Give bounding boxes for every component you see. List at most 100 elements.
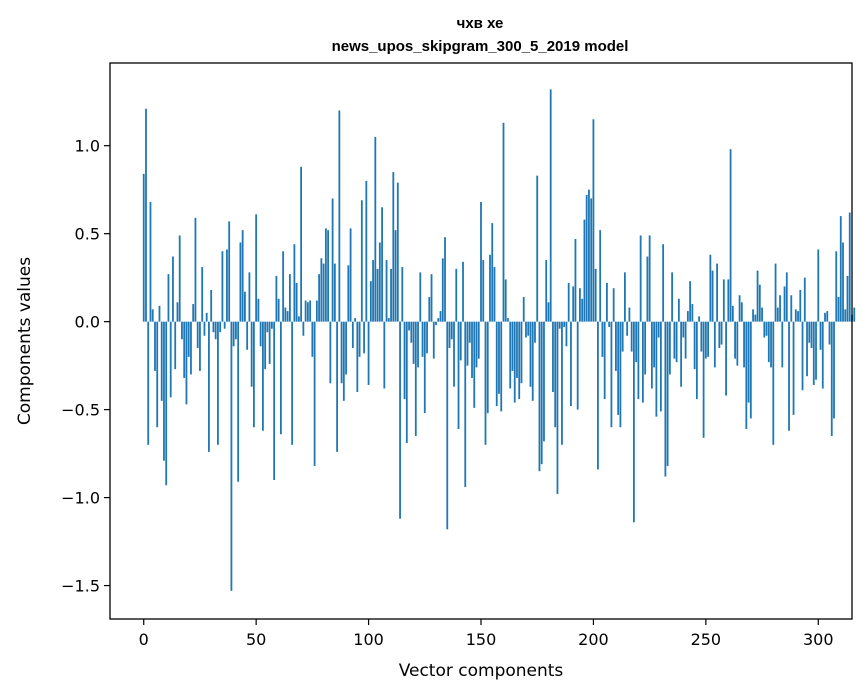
bar-126 xyxy=(426,321,428,354)
bar-249 xyxy=(702,321,705,438)
y-tick-label: 1.0 xyxy=(75,137,100,156)
bar-164 xyxy=(511,321,514,371)
bar-137 xyxy=(450,321,453,340)
bar-193 xyxy=(576,321,579,410)
bar-65 xyxy=(288,274,291,322)
bar-199 xyxy=(590,198,593,322)
y-axis-ticks: −1.5 −1.0 −0.5 0.0 0.5 1.0 xyxy=(61,137,110,596)
bar-52 xyxy=(259,321,262,347)
bar-91 xyxy=(347,265,350,322)
y-tick-label: 0.0 xyxy=(75,313,100,332)
bar-63 xyxy=(284,307,287,322)
bar-211 xyxy=(617,321,620,415)
bar-159 xyxy=(500,321,503,412)
bar-218 xyxy=(633,321,635,523)
bar-231 xyxy=(662,244,665,322)
bar-120 xyxy=(412,321,415,364)
bar-213 xyxy=(621,321,624,352)
bar-24 xyxy=(196,321,199,349)
bar-186 xyxy=(561,321,563,445)
bar-145 xyxy=(468,321,471,343)
bar-267 xyxy=(743,321,745,368)
bar-269 xyxy=(747,321,750,403)
bar-34 xyxy=(219,321,222,333)
bar-0 xyxy=(142,173,145,322)
bar-133 xyxy=(441,258,444,322)
bar-115 xyxy=(401,267,404,322)
bar-141 xyxy=(459,321,462,361)
bar-201 xyxy=(594,268,597,322)
bar-226 xyxy=(650,321,653,389)
bar-81 xyxy=(324,228,327,322)
bar-223 xyxy=(644,321,647,375)
bar-158 xyxy=(498,321,500,394)
x-tick-label: 0 xyxy=(139,630,149,649)
bar-268 xyxy=(745,321,748,429)
bar-12 xyxy=(169,321,172,398)
bar-274 xyxy=(758,284,761,322)
bar-21 xyxy=(190,321,192,375)
bar-162 xyxy=(507,318,509,322)
bar-273 xyxy=(756,270,759,322)
bar-105 xyxy=(378,242,381,322)
bar-23 xyxy=(194,217,197,322)
bar-41 xyxy=(235,321,237,340)
bar-143 xyxy=(464,321,467,488)
bar-154 xyxy=(489,254,491,322)
x-axis-label: Vector components xyxy=(399,661,564,681)
bar-282 xyxy=(776,307,779,322)
bar-44 xyxy=(241,230,244,322)
bar-259 xyxy=(725,321,727,396)
bar-26 xyxy=(201,267,204,322)
bar-10 xyxy=(165,321,168,486)
bar-116 xyxy=(403,321,406,400)
bar-111 xyxy=(392,172,395,322)
bar-129 xyxy=(432,321,435,359)
bar-53 xyxy=(262,321,264,431)
bar-258 xyxy=(722,279,725,322)
bar-131 xyxy=(437,318,440,322)
bar-144 xyxy=(466,321,469,366)
bar-138 xyxy=(453,321,455,387)
bar-266 xyxy=(740,302,743,322)
bar-13 xyxy=(172,256,174,322)
bar-168 xyxy=(520,321,523,384)
bar-203 xyxy=(599,230,602,322)
x-tick-label: 250 xyxy=(691,630,722,649)
bar-125 xyxy=(423,321,426,414)
bar-35 xyxy=(221,251,224,322)
bar-118 xyxy=(408,321,410,331)
bar-192 xyxy=(574,238,577,322)
bar-290 xyxy=(794,309,797,322)
bar-108 xyxy=(385,260,388,322)
bar-263 xyxy=(734,321,736,359)
bar-247 xyxy=(698,316,700,322)
bar-86 xyxy=(336,321,338,452)
bar-165 xyxy=(513,321,516,403)
bar-279 xyxy=(770,321,772,368)
bar-112 xyxy=(394,230,397,322)
bar-4 xyxy=(151,309,154,322)
bar-242 xyxy=(686,311,689,322)
bar-241 xyxy=(684,321,687,359)
bar-232 xyxy=(664,321,667,477)
bar-93 xyxy=(351,321,354,349)
bar-128 xyxy=(430,274,433,322)
bar-36 xyxy=(223,321,226,329)
bar-301 xyxy=(819,321,822,350)
y-tick-label: −1.0 xyxy=(61,489,100,508)
bar-296 xyxy=(808,321,811,343)
bar-62 xyxy=(282,251,285,322)
bar-92 xyxy=(349,228,352,322)
bar-84 xyxy=(331,198,334,322)
bar-80 xyxy=(322,263,325,322)
bar-50 xyxy=(255,214,258,322)
bar-114 xyxy=(399,321,401,519)
bar-140 xyxy=(457,321,460,429)
bar-278 xyxy=(767,321,770,363)
bar-142 xyxy=(462,261,464,322)
bar-97 xyxy=(360,200,363,322)
bar-75 xyxy=(311,321,314,357)
bar-172 xyxy=(529,321,532,387)
bar-169 xyxy=(522,297,525,322)
